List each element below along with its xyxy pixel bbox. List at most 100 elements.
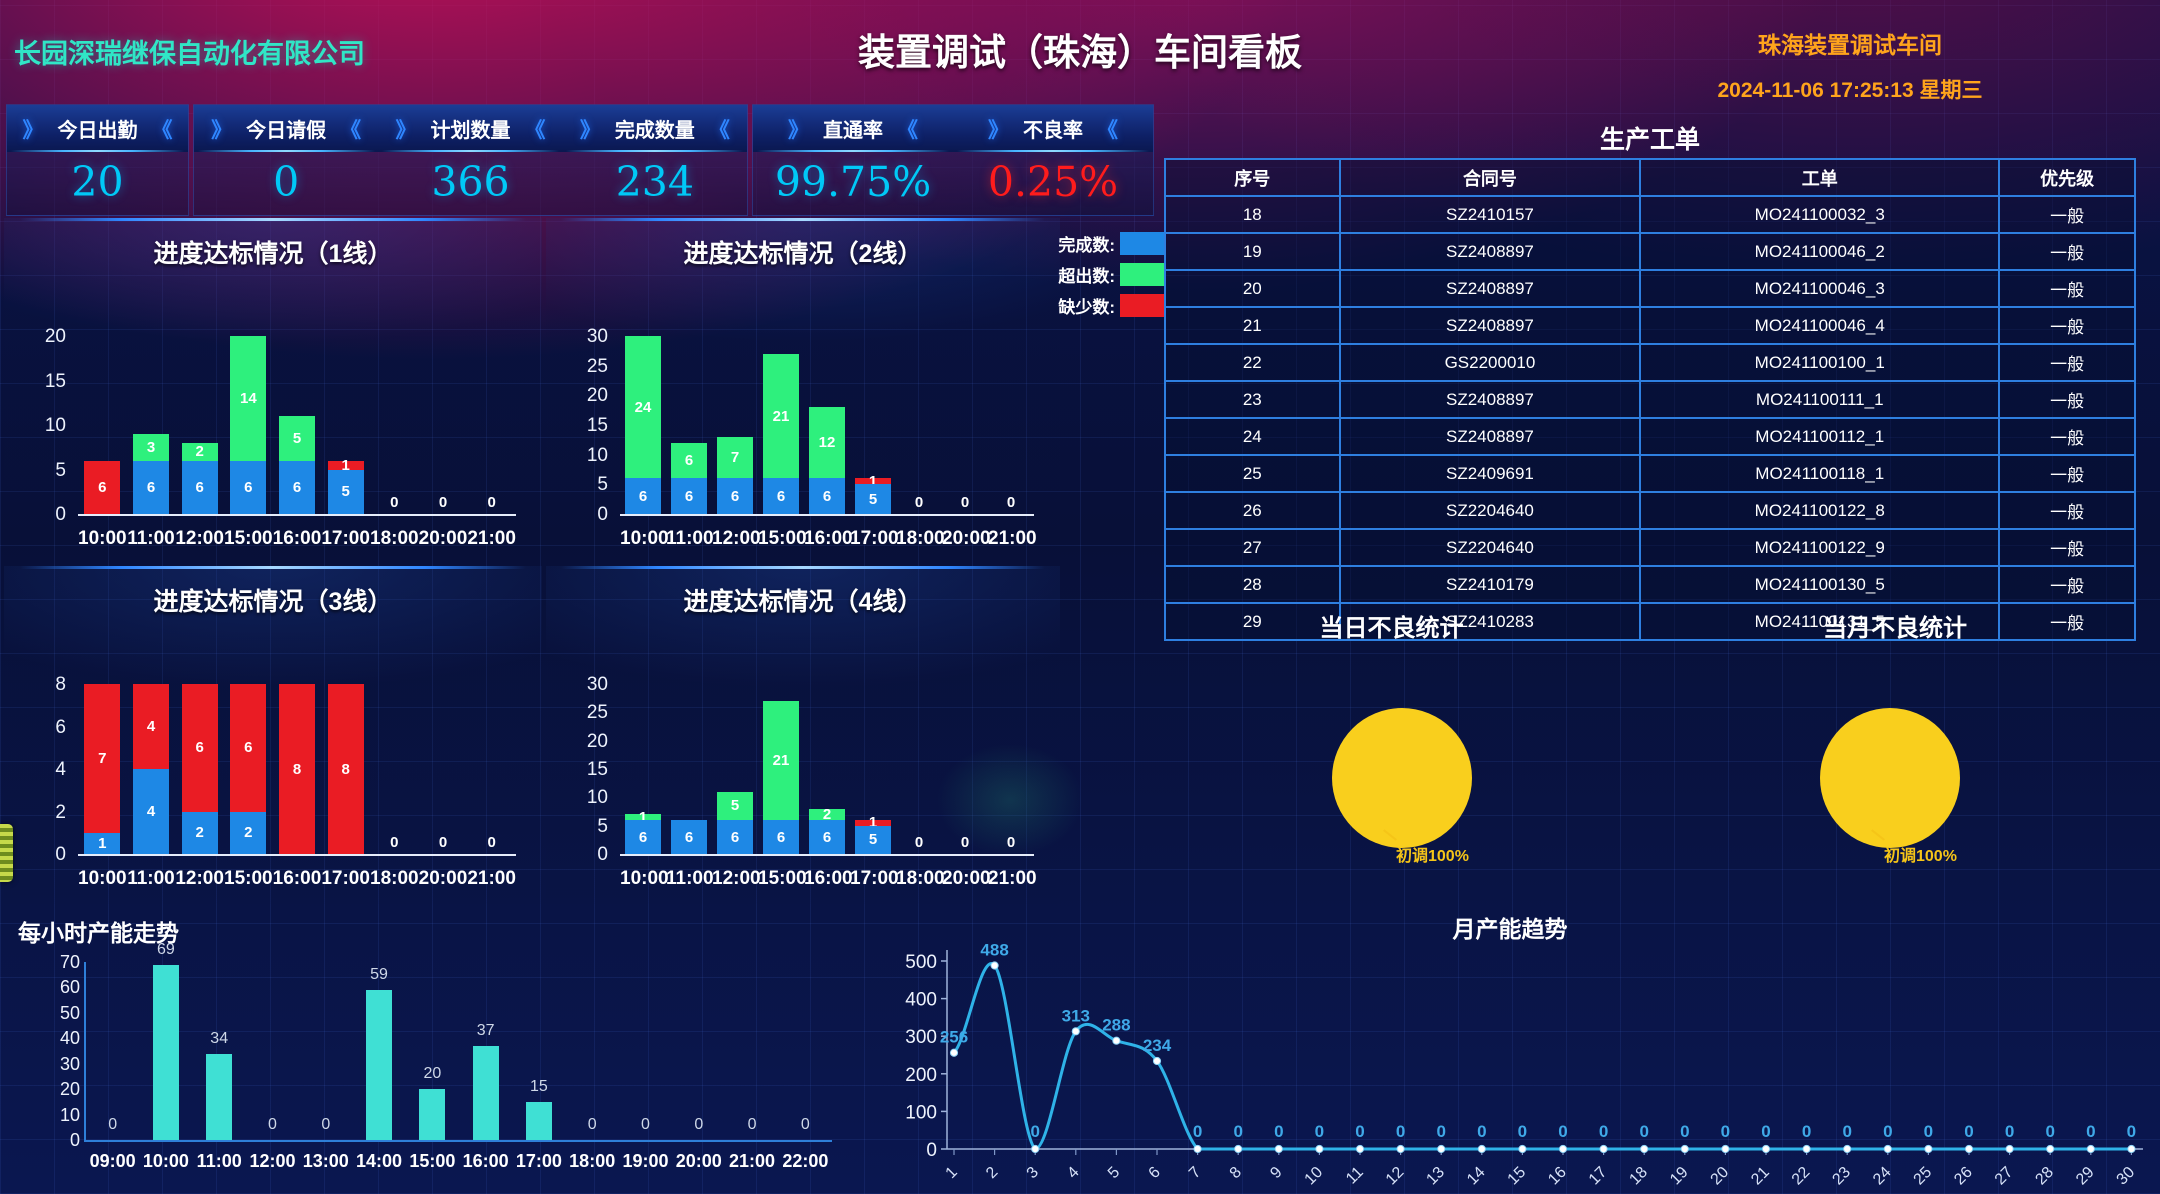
bar-value: 6	[638, 487, 648, 505]
bar-segment: 6	[671, 442, 707, 479]
data-point	[2046, 1144, 2055, 1154]
bar-value: 5	[868, 831, 878, 849]
x-axis-label: 16:00	[462, 1151, 509, 1171]
zero-label: 0	[438, 494, 448, 511]
column-header: 工单	[1639, 158, 2001, 197]
svg-text:500: 500	[905, 952, 937, 973]
point-value: 0	[1883, 1122, 1892, 1141]
table-cell: MO241100112_1	[1639, 417, 2001, 456]
legend-label: 缺少数:	[1058, 298, 1115, 317]
capacity-bar	[525, 1101, 552, 1140]
stacked-bar: 6	[671, 820, 707, 854]
chart-title: 进度达标情况（4线）	[683, 588, 923, 616]
x-axis-label: 10:00	[78, 868, 127, 889]
x-axis-label: 16:00	[804, 868, 853, 889]
bar-segment: 6	[625, 478, 661, 514]
bar-segment: 14	[230, 336, 267, 461]
x-axis-label: 15:00	[409, 1151, 456, 1171]
table-cell: MO241100118_1	[1639, 454, 2001, 493]
table-title: 生产工单	[1599, 126, 1700, 154]
bar-value: 15	[530, 1077, 548, 1095]
table-row: 25 SZ2409691 MO241100118_1 一般	[1164, 454, 2136, 493]
data-point	[1721, 1144, 1730, 1154]
table-cell: MO241100046_4	[1639, 306, 2001, 345]
point-value: 0	[1964, 1122, 1973, 1141]
kpi-value: 0.25%	[987, 158, 1119, 206]
point-value: 0	[1558, 1122, 1567, 1141]
x-axis-label: 20:00	[942, 868, 991, 889]
bar-value: 37	[476, 1021, 495, 1039]
table-cell: SZ2410179	[1338, 565, 1642, 604]
x-axis-label: 16:00	[272, 868, 322, 889]
chevron-left-icon: 《	[708, 118, 730, 142]
data-point	[1761, 1144, 1771, 1154]
svg-text:15: 15	[1505, 1164, 1530, 1189]
bar-segment: 6	[181, 684, 218, 812]
chart-plot: 0 5 10 15 20 10:00 6 11:00 6 3 12:00 6 2 15:00 6 14 16:0…	[45, 326, 516, 549]
bar-value: 0	[747, 1116, 757, 1133]
daily-defect-pie	[1332, 708, 1472, 848]
x-axis-label: 18:00	[370, 528, 419, 549]
kpi-group-attendance: 》 今日出勤 《 20	[6, 104, 189, 216]
data-point	[1640, 1144, 1649, 1154]
table-cell: 一般	[1998, 602, 2136, 641]
bar-segment: 5	[717, 791, 753, 820]
bar-value: 2	[195, 824, 204, 842]
bar-segment: 21	[763, 353, 799, 479]
table-cell: 27	[1164, 528, 1341, 567]
point-value: 0	[1315, 1122, 1324, 1141]
table-row: 28 SZ2410179 MO241100130_5 一般	[1164, 565, 2136, 604]
bar-value: 59	[370, 965, 388, 983]
chevron-left-icon: 《	[897, 118, 918, 142]
bar-value: 1	[868, 814, 878, 832]
bar-segment: 2	[230, 811, 267, 854]
kpi-value: 0	[273, 158, 300, 206]
bar-segment: 5	[855, 825, 891, 854]
y-axis-label: 10	[586, 787, 608, 809]
stacked-bar: 6	[84, 460, 121, 514]
x-axis-label: 10:00	[620, 528, 669, 549]
data-point	[1599, 1144, 1608, 1154]
y-axis-label: 2	[55, 801, 66, 823]
bar-segment: 5	[855, 484, 891, 514]
table-row: 23 SZ2408897 MO241100111_1 一般	[1164, 380, 2136, 419]
legend-row: 缺少数:	[1046, 290, 1166, 321]
table-cell: GS2200010	[1338, 343, 1642, 382]
table-cell: MO241100130_5	[1639, 565, 2001, 604]
bar-value: 6	[292, 478, 302, 496]
bar-value: 0	[321, 1116, 331, 1133]
kpi-today-attendance: 》 今日出勤 《 20	[7, 105, 188, 215]
table-row: 27 SZ2204640 MO241100122_9 一般	[1164, 528, 2136, 567]
kpi-group-plan: 》 今日请假 《 0 》 计划数量 《 366 》 完成数量 《 234	[193, 104, 748, 216]
y-axis-label: 0	[597, 844, 608, 865]
kpi-value: 20	[71, 158, 124, 206]
point-value: 0	[1355, 1122, 1364, 1141]
svg-text:18: 18	[1626, 1164, 1651, 1189]
bar-segment: 4	[133, 769, 169, 854]
stacked-bar: 8	[327, 684, 364, 854]
collapsed-drawer-handle[interactable]	[0, 824, 13, 882]
x-axis-label: 10:00	[78, 528, 127, 549]
point-value: 313	[1062, 1006, 1090, 1025]
bar-segment: 6	[671, 820, 707, 854]
data-point	[1964, 1144, 1974, 1154]
table-cell: SZ2409691	[1338, 454, 1642, 493]
bar-value: 5	[292, 429, 302, 447]
capacity-bar	[152, 964, 179, 1140]
table-cell: 一般	[1998, 417, 2136, 456]
legend-swatch-blue	[1120, 232, 1166, 255]
bar-value: 5	[341, 483, 350, 501]
svg-text:27: 27	[1992, 1164, 2017, 1189]
bar-value: 6	[822, 828, 832, 846]
data-point	[1193, 1144, 1202, 1154]
table-row: 22 GS2200010 MO241100100_1 一般	[1164, 343, 2136, 382]
trend-line	[952, 962, 2132, 1151]
bar-value: 69	[157, 940, 175, 958]
x-axis-label: 19:00	[622, 1151, 669, 1171]
x-axis-label: 12:00	[249, 1151, 296, 1171]
table-cell: SZ2204640	[1338, 491, 1642, 530]
bar-segment: 3	[133, 433, 169, 461]
